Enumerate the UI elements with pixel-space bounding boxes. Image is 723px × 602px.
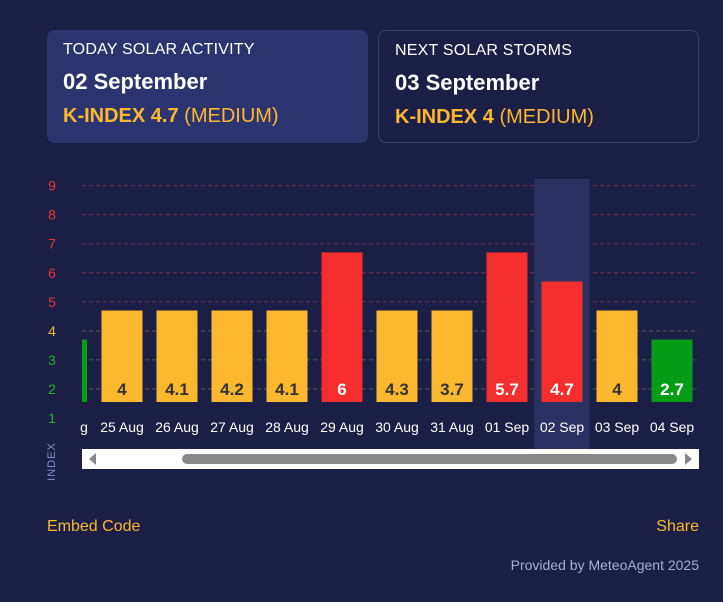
bar-02-sep[interactable] bbox=[541, 281, 583, 402]
x-tick-label: 04 Sep bbox=[650, 419, 695, 435]
next-k-value: 4 bbox=[482, 106, 494, 128]
bar-value-label: 4.3 bbox=[385, 380, 409, 399]
horizontal-scrollbar[interactable] bbox=[82, 449, 699, 469]
bar-30-aug[interactable] bbox=[376, 310, 418, 402]
next-card: NEXT SOLAR STORMS 03 September K-INDEX 4… bbox=[378, 30, 699, 143]
bar-value-label: 4.1 bbox=[275, 380, 299, 399]
next-k-prefix: K-INDEX bbox=[395, 106, 478, 128]
y-axis-label: K-INDEX bbox=[46, 442, 58, 480]
y-tick-3: 3 bbox=[48, 352, 56, 368]
next-kindex: K-INDEX 4 (MEDIUM) bbox=[395, 106, 682, 129]
bar-04-sep[interactable] bbox=[651, 339, 693, 402]
today-card: TODAY SOLAR ACTIVITY 02 September K-INDE… bbox=[47, 30, 368, 143]
bar-31-aug[interactable] bbox=[431, 310, 473, 402]
bar-value-label: 2.7 bbox=[660, 380, 684, 399]
bar-03-sep[interactable] bbox=[596, 310, 638, 402]
bar-01-sep[interactable] bbox=[486, 252, 528, 402]
share-link[interactable]: Share bbox=[656, 518, 699, 535]
bar-value-label: 4.1 bbox=[165, 380, 189, 399]
x-tick-label: 25 Aug bbox=[100, 419, 144, 435]
bar-value-label: 4.2 bbox=[220, 380, 244, 399]
next-k-level: (MEDIUM) bbox=[499, 106, 594, 128]
next-date: 03 September bbox=[395, 70, 540, 95]
scroll-left-arrow-icon[interactable] bbox=[89, 453, 96, 465]
x-tick-label: 26 Aug bbox=[155, 419, 199, 435]
x-tick-label: 28 Aug bbox=[265, 419, 309, 435]
bar-value-label: 4 bbox=[612, 380, 622, 399]
today-date: 02 September bbox=[63, 69, 208, 94]
y-tick-9: 9 bbox=[48, 178, 56, 194]
bar-25-aug[interactable] bbox=[101, 310, 143, 402]
scrollbar-thumb[interactable] bbox=[182, 454, 677, 464]
y-tick-1: 1 bbox=[48, 410, 56, 426]
y-tick-5: 5 bbox=[48, 294, 56, 310]
x-tick-label: 30 Aug bbox=[375, 419, 419, 435]
x-tick-label: 29 Aug bbox=[320, 419, 364, 435]
x-tick-partial: g bbox=[80, 419, 88, 435]
y-tick-2: 2 bbox=[48, 381, 56, 397]
bar-26-aug[interactable] bbox=[156, 310, 198, 402]
today-label: TODAY SOLAR ACTIVITY bbox=[63, 41, 255, 58]
x-tick-label: 01 Sep bbox=[485, 419, 530, 435]
bar-27-aug[interactable] bbox=[211, 310, 253, 402]
x-tick-label: 27 Aug bbox=[210, 419, 254, 435]
today-k-prefix: K-INDEX bbox=[63, 105, 146, 127]
next-label: NEXT SOLAR STORMS bbox=[395, 42, 573, 59]
bar-value-label: 4.7 bbox=[550, 380, 574, 399]
today-kindex: K-INDEX 4.7 (MEDIUM) bbox=[63, 105, 352, 128]
bar-29-aug[interactable] bbox=[321, 252, 363, 402]
bar-value-label: 4 bbox=[117, 380, 127, 399]
bar-value-label: 3.7 bbox=[440, 380, 464, 399]
y-tick-6: 6 bbox=[48, 265, 56, 281]
embed-code-link[interactable]: Embed Code bbox=[47, 518, 141, 535]
bar-28-aug[interactable] bbox=[266, 310, 308, 402]
bar-value-label: 6 bbox=[337, 380, 346, 399]
today-k-level: (MEDIUM) bbox=[184, 105, 279, 127]
x-tick-label: 02 Sep bbox=[540, 419, 585, 435]
provided-by-credit: Provided by MeteoAgent 2025 bbox=[510, 557, 699, 573]
y-tick-8: 8 bbox=[48, 207, 56, 223]
today-k-value: 4.7 bbox=[150, 105, 179, 127]
y-tick-4: 4 bbox=[48, 323, 56, 339]
bar-value-label: 5.7 bbox=[495, 380, 519, 399]
bar-partial bbox=[82, 339, 87, 402]
x-tick-label: 03 Sep bbox=[595, 419, 640, 435]
bars: 4 4.1 4.2 4.1 6 4.3 3.7 5.7 4.7 4 2.7 bbox=[82, 252, 693, 402]
y-axis: 1 2 3 4 5 6 7 8 9 bbox=[48, 178, 56, 426]
x-axis: g 25 Aug 26 Aug 27 Aug 28 Aug 29 Aug 30 Aug 31 … bbox=[80, 419, 694, 435]
scroll-right-arrow-icon[interactable] bbox=[685, 453, 692, 465]
x-tick-label: 31 Aug bbox=[430, 419, 474, 435]
y-tick-7: 7 bbox=[48, 236, 56, 252]
